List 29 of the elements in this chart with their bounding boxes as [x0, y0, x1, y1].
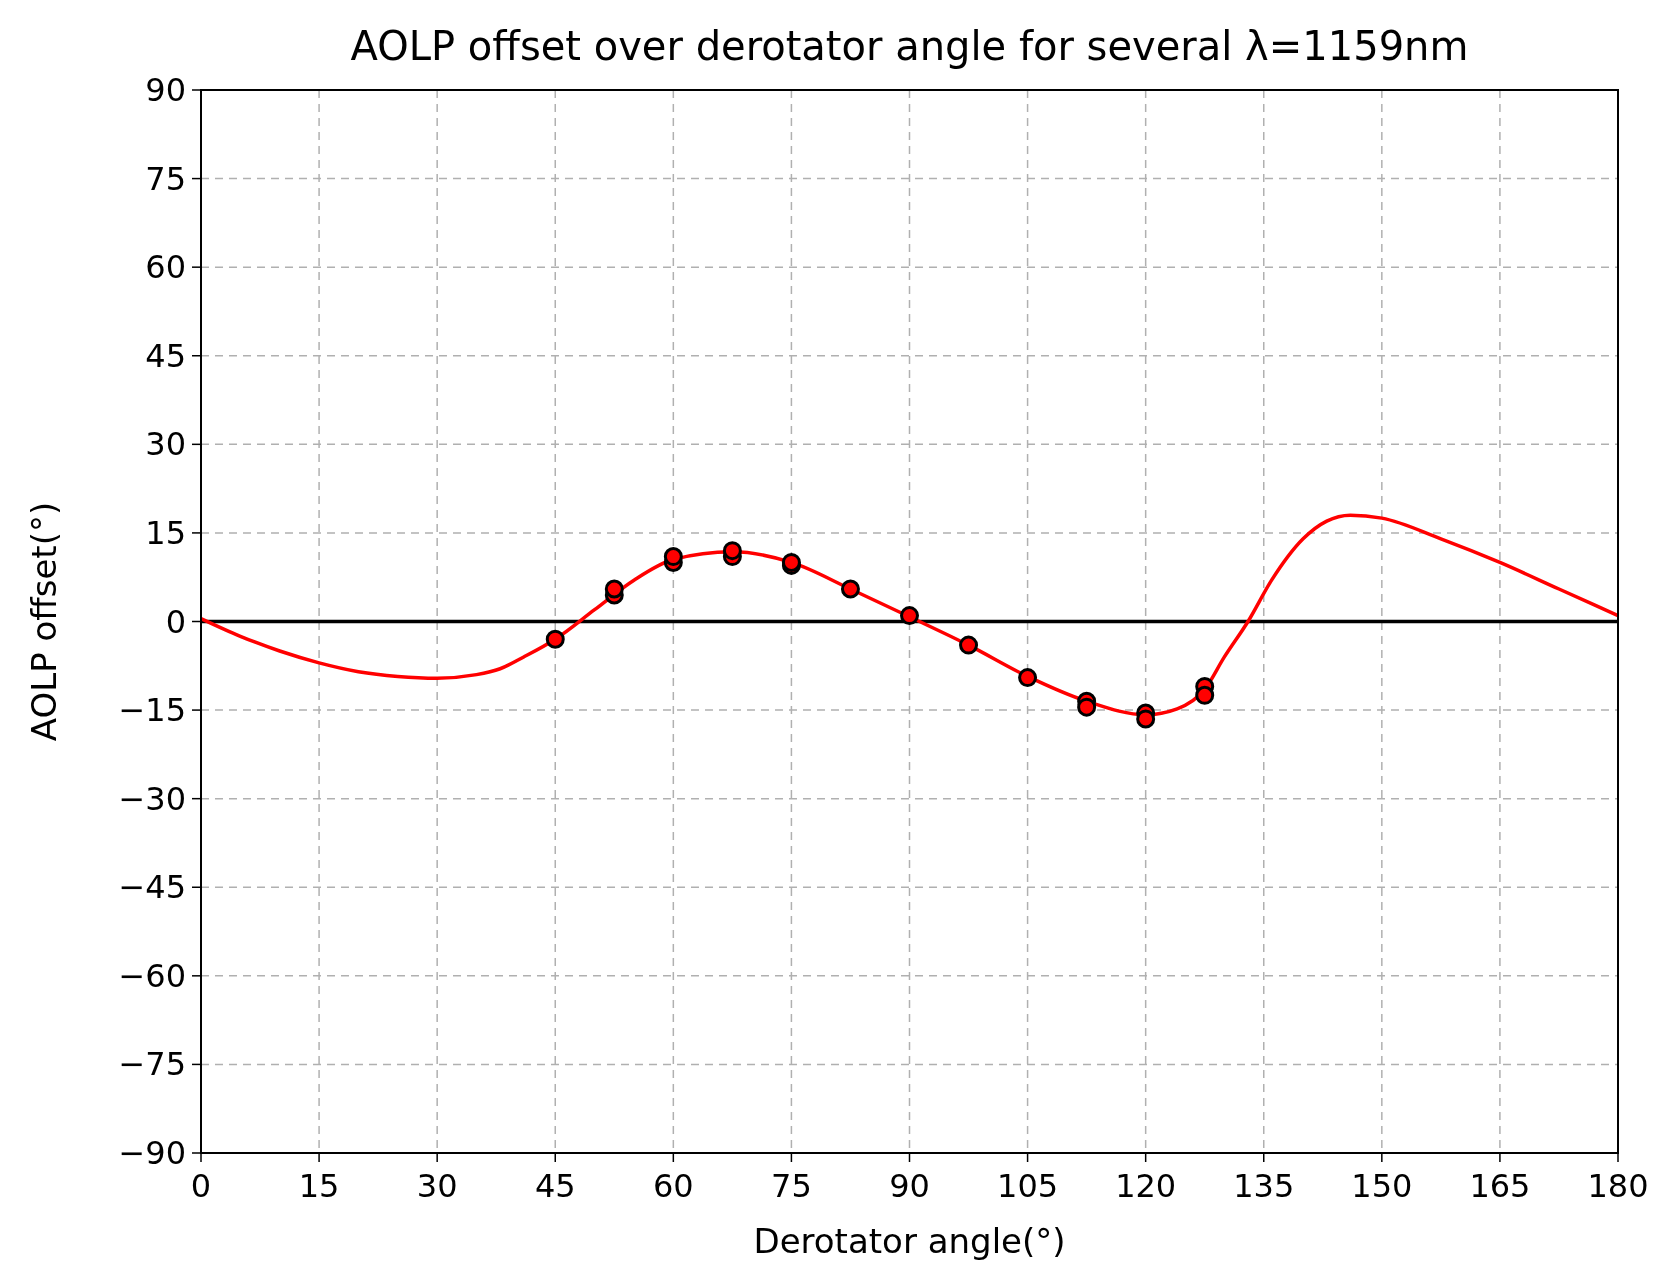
chart-title: AOLP offset over derotator angle for several λ=1159nm [350, 23, 1469, 69]
x-tick-label: 135 [1233, 1167, 1295, 1205]
x-tick-label: 75 [771, 1167, 812, 1205]
y-tick-label: 90 [145, 71, 186, 109]
y-tick-label: −15 [118, 691, 186, 730]
x-tick-label: 150 [1351, 1167, 1413, 1205]
y-tick-label: 45 [145, 336, 186, 375]
y-tick-label: −90 [118, 1134, 186, 1172]
y-tick-label: 15 [145, 513, 186, 552]
x-tick-label: 0 [190, 1167, 212, 1205]
x-tick-label: 180 [1587, 1167, 1649, 1205]
y-tick-label: −30 [118, 779, 186, 818]
x-tick-label: 60 [652, 1167, 694, 1205]
x-tick-label: 15 [298, 1167, 340, 1205]
x-tick-label: 45 [534, 1167, 576, 1205]
x-tick-label: 120 [1115, 1167, 1177, 1205]
y-tick-label: 30 [145, 425, 186, 464]
y-tick-label: −45 [118, 868, 186, 907]
y-tick-label: −75 [118, 1045, 186, 1084]
y-tick-label: 0 [165, 602, 186, 641]
x-tick-label: 165 [1469, 1167, 1531, 1205]
y-tick-label: 75 [145, 159, 186, 198]
x-tick-label: 105 [997, 1167, 1059, 1205]
x-tick-label: 30 [416, 1167, 458, 1205]
x-tick-label: 90 [889, 1167, 930, 1205]
x-axis-title: Derotator angle(°) [753, 1221, 1066, 1261]
y-tick-label: 60 [145, 248, 186, 287]
y-tick-label: −60 [118, 956, 186, 995]
y-axis-title: AOLP offset(°) [24, 501, 64, 742]
